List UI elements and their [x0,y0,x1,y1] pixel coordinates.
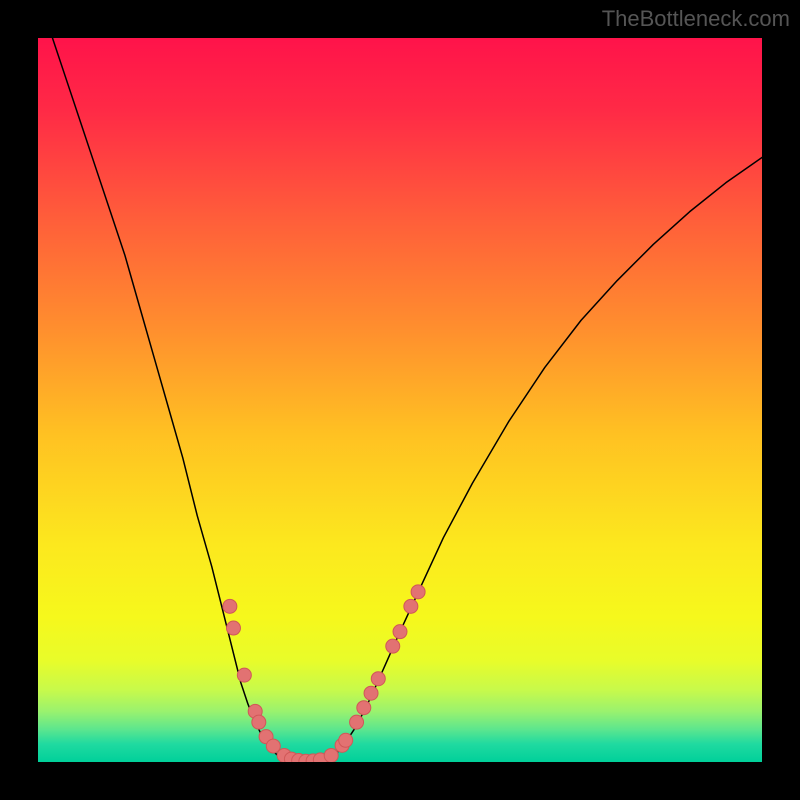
watermark-text: TheBottleneck.com [602,6,790,32]
chart-overlay [38,38,762,762]
data-marker [364,686,378,700]
data-marker [371,672,385,686]
data-marker [357,701,371,715]
data-marker [339,733,353,747]
data-marker [404,599,418,613]
data-marker [393,625,407,639]
data-marker [324,748,338,762]
data-marker [223,599,237,613]
chart-plot-area [38,38,762,762]
marker-group [223,585,425,762]
bottleneck-curve [52,38,762,762]
data-marker [237,668,251,682]
data-marker [350,715,364,729]
data-marker [411,585,425,599]
data-marker [226,621,240,635]
data-marker [252,715,266,729]
data-marker [386,639,400,653]
